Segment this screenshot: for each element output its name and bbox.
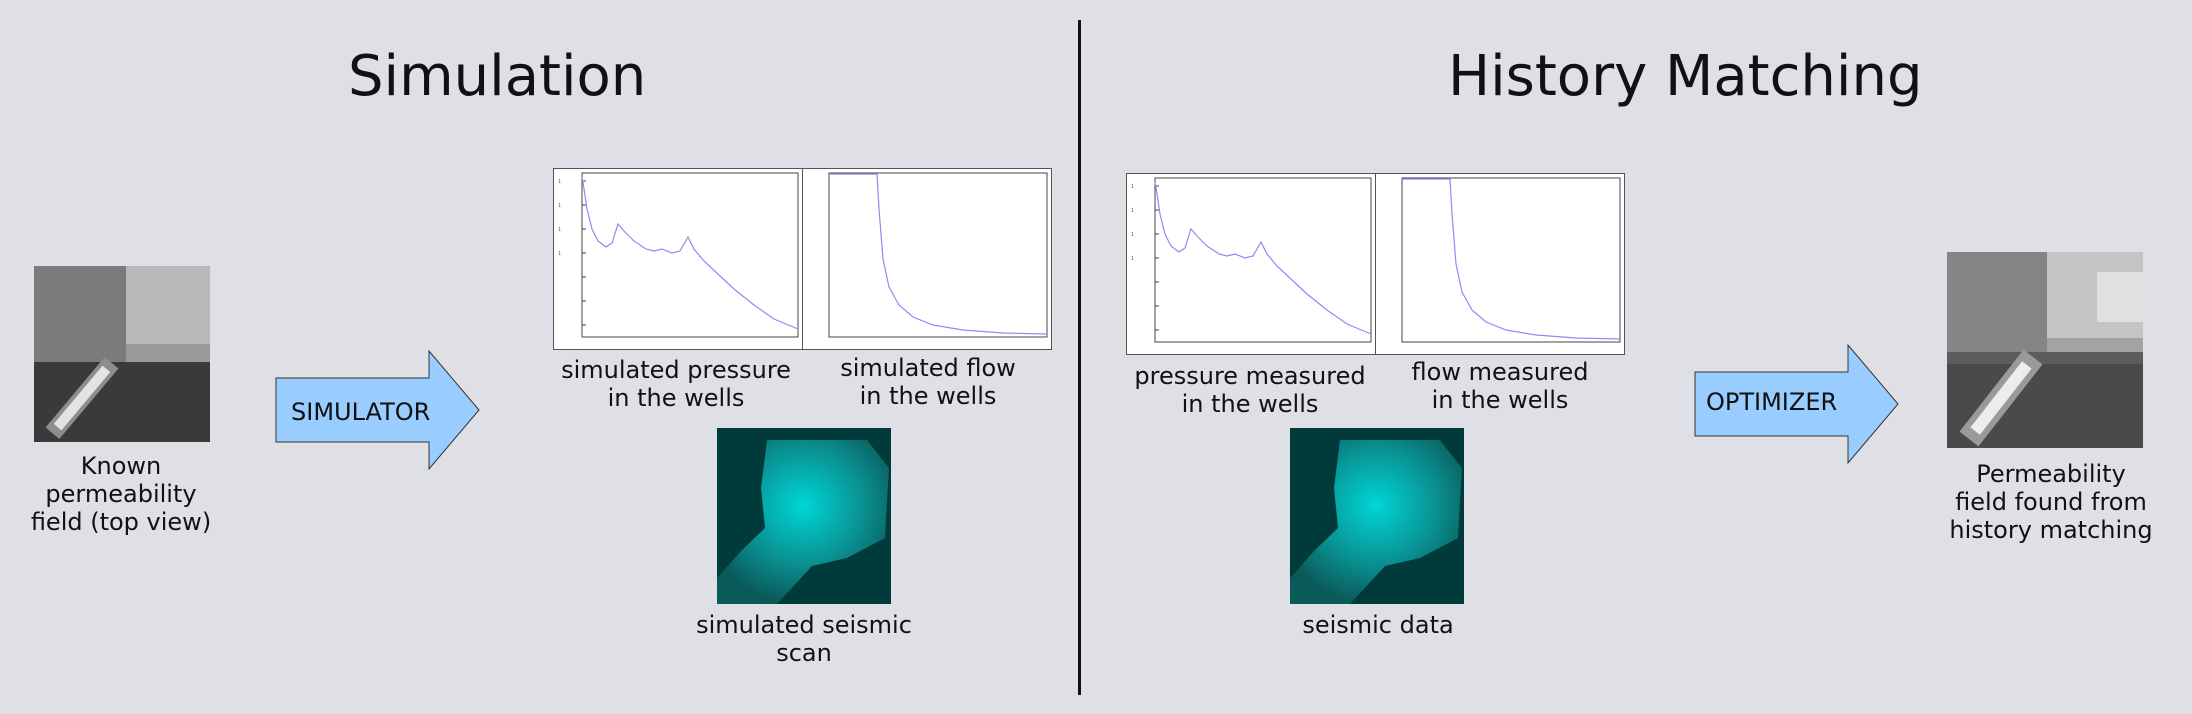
simulated-pressure-plot: 1 1 1 1 — [553, 168, 803, 350]
found-permeability-caption: Permeability field found from history ma… — [1949, 460, 2153, 544]
simulated-flow-caption: simulated flow in the wells — [840, 354, 1016, 410]
found-permeability-field-image — [1947, 252, 2143, 448]
measured-pressure-plot: 1 1 1 1 — [1126, 173, 1376, 355]
svg-text:1: 1 — [1131, 184, 1134, 190]
history-matching-heading: History Matching — [1448, 44, 1923, 109]
section-divider — [1078, 20, 1081, 695]
svg-text:1: 1 — [1131, 256, 1134, 262]
svg-text:1: 1 — [1131, 232, 1134, 238]
seismic-data-caption: seismic data — [1302, 611, 1454, 639]
svg-text:1: 1 — [558, 203, 561, 209]
measured-flow-caption: flow measured in the wells — [1411, 358, 1589, 414]
measured-flow-plot — [1375, 173, 1625, 355]
svg-text:1: 1 — [558, 179, 561, 185]
optimizer-label: OPTIMIZER — [1706, 388, 1838, 416]
svg-text:1: 1 — [558, 251, 561, 257]
simulated-seismic-caption: simulated seismic scan — [696, 611, 912, 667]
simulator-arrow — [275, 349, 481, 471]
optimizer-arrow — [1694, 343, 1900, 465]
svg-text:1: 1 — [558, 227, 561, 233]
seismic-data-image — [1290, 428, 1464, 604]
simulated-flow-plot — [802, 168, 1052, 350]
simulated-pressure-caption: simulated pressure in the wells — [561, 356, 791, 412]
known-permeability-caption: Known permeability field (top view) — [30, 452, 212, 536]
known-permeability-field-image — [34, 266, 210, 442]
simulated-seismic-scan-image — [717, 428, 891, 604]
svg-text:1: 1 — [1131, 208, 1134, 214]
simulation-heading: Simulation — [348, 44, 647, 109]
simulator-label: SIMULATOR — [291, 398, 431, 426]
measured-pressure-caption: pressure measured in the wells — [1134, 362, 1366, 418]
